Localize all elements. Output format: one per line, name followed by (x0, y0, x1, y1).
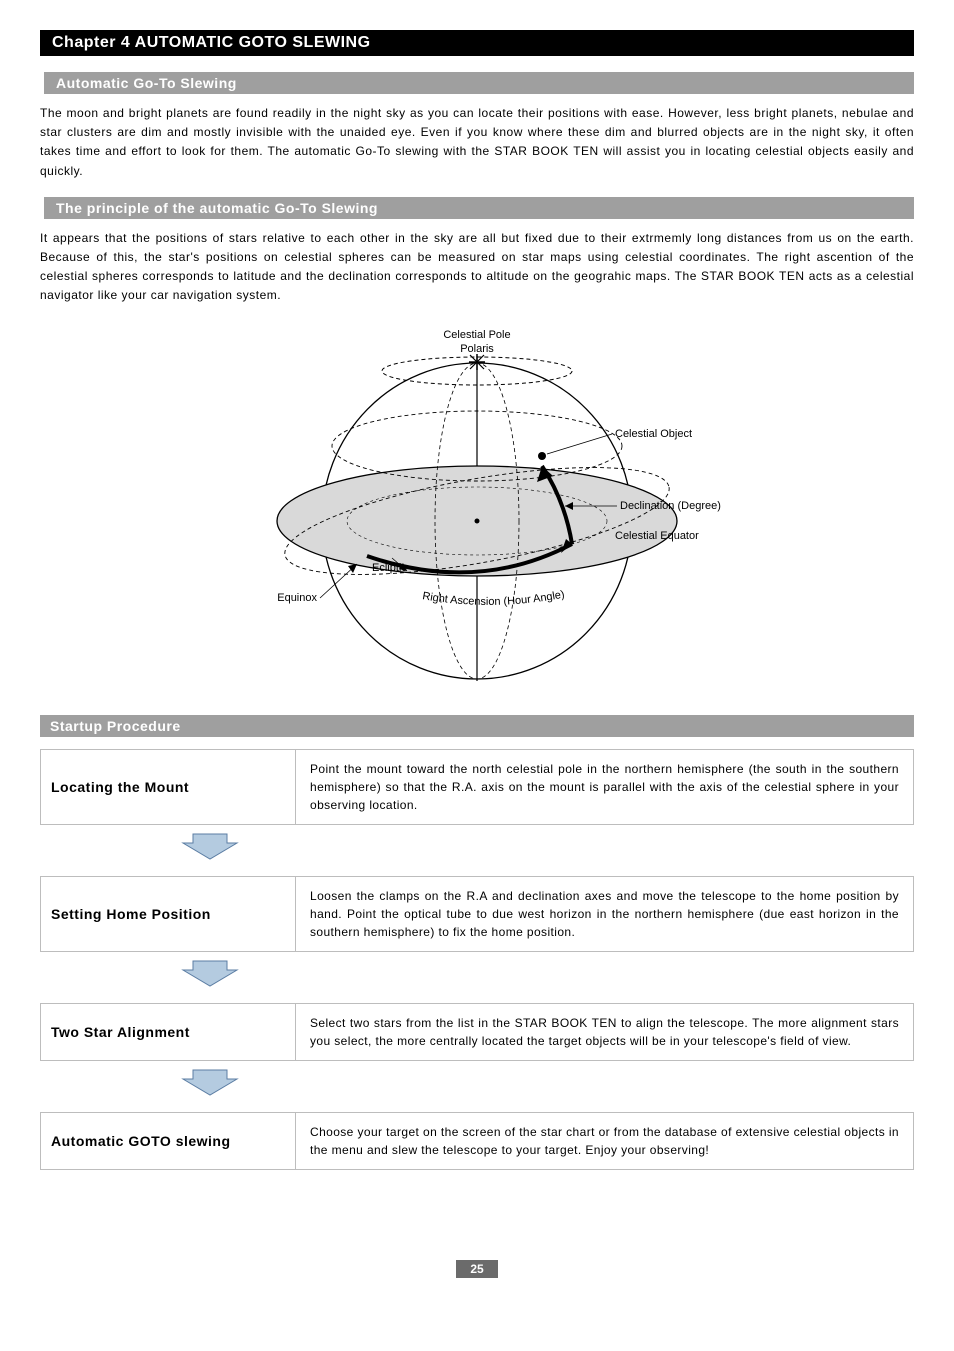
step-desc-4: Choose your target on the screen of the … (296, 1113, 913, 1169)
section1-paragraph: The moon and bright planets are found re… (40, 104, 914, 181)
page-number: 25 (40, 1260, 914, 1278)
step-title-2: Setting Home Position (41, 877, 296, 951)
section-title-2: The principle of the automatic Go-To Sle… (40, 197, 914, 219)
step-title-1: Locating the Mount (41, 750, 296, 824)
step-title-4: Automatic GOTO slewing (41, 1113, 296, 1169)
label-polaris: Polaris (460, 343, 494, 355)
step-title-3: Two Star Alignment (41, 1004, 296, 1060)
label-equinox: Equinox (277, 592, 317, 604)
startup-title: Startup Procedure (40, 715, 914, 737)
label-celestial-equator: Celestial Equator (615, 530, 699, 542)
down-arrow-icon (180, 831, 240, 861)
label-celestial-object: Celestial Object (615, 428, 692, 440)
section-title-1: Automatic Go-To Slewing (40, 72, 914, 94)
down-arrow-icon (180, 1067, 240, 1097)
arrow-2 (40, 952, 914, 991)
celestial-sphere-diagram: Celestial Pole Polaris (40, 326, 914, 699)
step-desc-3: Select two stars from the list in the ST… (296, 1004, 913, 1060)
label-celestial-pole: Celestial Pole (443, 329, 510, 341)
label-declination: Declination (Degree) (620, 500, 721, 512)
step-desc-2: Loosen the clamps on the R.A and declina… (296, 877, 913, 951)
arrow-1 (40, 825, 914, 864)
down-arrow-icon (180, 958, 240, 988)
step-box-4: Automatic GOTO slewing Choose your targe… (40, 1112, 914, 1170)
step-box-2: Setting Home Position Loosen the clamps … (40, 876, 914, 952)
polaris-star-icon (469, 354, 485, 370)
section2-paragraph: It appears that the positions of stars r… (40, 229, 914, 306)
arrow-3 (40, 1061, 914, 1100)
label-right-ascension: Right Ascension (Hour Angle) (422, 588, 566, 607)
page-number-badge: 25 (456, 1260, 497, 1278)
step-box-1: Locating the Mount Point the mount towar… (40, 749, 914, 825)
step-box-3: Two Star Alignment Select two stars from… (40, 1003, 914, 1061)
chapter-heading: Chapter 4 AUTOMATIC GOTO SLEWING (40, 30, 914, 56)
step-desc-1: Point the mount toward the north celesti… (296, 750, 913, 824)
